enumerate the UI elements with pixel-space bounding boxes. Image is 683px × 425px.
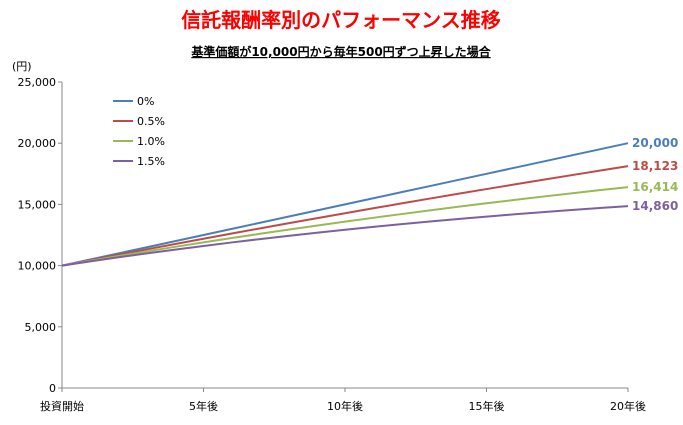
series-group: 20,000 18,123 16,414 14,860	[61, 136, 678, 267]
x-tick-label: 投資開始	[40, 399, 84, 413]
series-line-1	[61, 165, 629, 267]
chart-title: 信託報酬率別のパフォーマンス推移	[181, 8, 501, 32]
end-value-label: 20,000	[632, 136, 678, 150]
y-tick-label: 25,000	[18, 76, 57, 89]
axes: 0 5,000 10,000 15,000 20,000 25,000 投資開始 5年後 10年…	[18, 76, 647, 413]
series-line-0	[61, 142, 629, 267]
series-line-2	[61, 186, 629, 267]
end-value-label: 14,860	[632, 199, 678, 213]
series-line-3	[61, 205, 629, 267]
y-tick-label: 20,000	[18, 137, 57, 150]
chart-subtitle: 基準価額が10,000円から毎年500円ずつ上昇した場合	[190, 44, 491, 59]
legend-label: 0%	[137, 95, 154, 108]
legend-label: 0.5%	[137, 115, 165, 128]
y-axis-unit: (円)	[12, 60, 32, 73]
x-tick-label: 15年後	[469, 399, 505, 413]
y-tick-label: 10,000	[18, 260, 57, 273]
legend-label: 1.0%	[137, 135, 165, 148]
legend-label: 1.5%	[137, 155, 165, 168]
legend: 0% 0.5% 1.0% 1.5%	[113, 95, 165, 168]
x-tick-label: 20年後	[610, 399, 646, 413]
y-tick-label: 5,000	[25, 321, 57, 334]
end-value-label: 18,123	[632, 159, 678, 173]
x-tick-label: 10年後	[327, 399, 363, 413]
end-value-label: 16,414	[632, 180, 678, 194]
y-tick-label: 0	[49, 382, 56, 395]
x-tick-label: 5年後	[189, 399, 218, 413]
y-tick-label: 15,000	[18, 198, 57, 211]
